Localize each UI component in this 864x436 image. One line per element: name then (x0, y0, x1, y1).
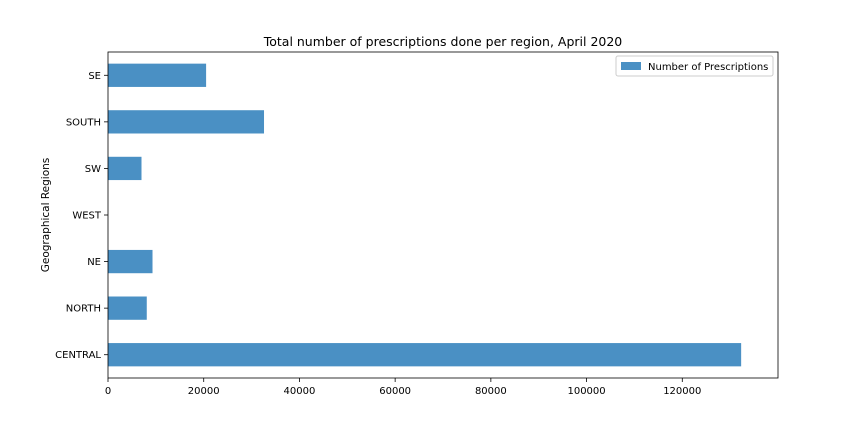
y-tick-label-sw: SW (85, 164, 101, 175)
bar-south (108, 110, 265, 134)
y-axis-label: Geographical Regions (40, 158, 52, 273)
bars-layer (108, 63, 742, 367)
chart-title: Total number of prescriptions done per r… (263, 34, 623, 49)
y-tick-label-ne: NE (87, 257, 101, 268)
legend-box (615, 55, 774, 77)
legend: Number of Prescriptions (615, 55, 774, 77)
x-tick-label-120000: 120000 (663, 386, 701, 397)
bar-se (108, 63, 207, 87)
plot-frame (107, 51, 779, 379)
y-tick-label-central: CENTRAL (55, 350, 101, 361)
x-tick-label-80000: 80000 (475, 386, 507, 397)
bar-north (108, 296, 147, 320)
bar-ne (108, 249, 153, 274)
legend-swatch (621, 62, 641, 70)
axes-layer: CENTRAL NORTH NE WEST SW SOUTH SE 0 20000 40000 60… (55, 51, 779, 397)
y-tick-label-se: SE (88, 71, 101, 82)
bar-sw (108, 156, 142, 181)
y-tick-label-west: WEST (72, 211, 102, 222)
x-tick-label-60000: 60000 (379, 386, 411, 397)
y-tick-label-north: NORTH (66, 304, 101, 315)
legend-label: Number of Prescriptions (648, 62, 768, 73)
bar-central (108, 343, 742, 367)
x-tick-label-20000: 20000 (188, 386, 220, 397)
x-tick-label-100000: 100000 (567, 386, 605, 397)
y-tick-label-south: SOUTH (66, 117, 101, 128)
x-tick-label-0: 0 (105, 386, 111, 397)
x-tick-label-40000: 40000 (284, 386, 316, 397)
